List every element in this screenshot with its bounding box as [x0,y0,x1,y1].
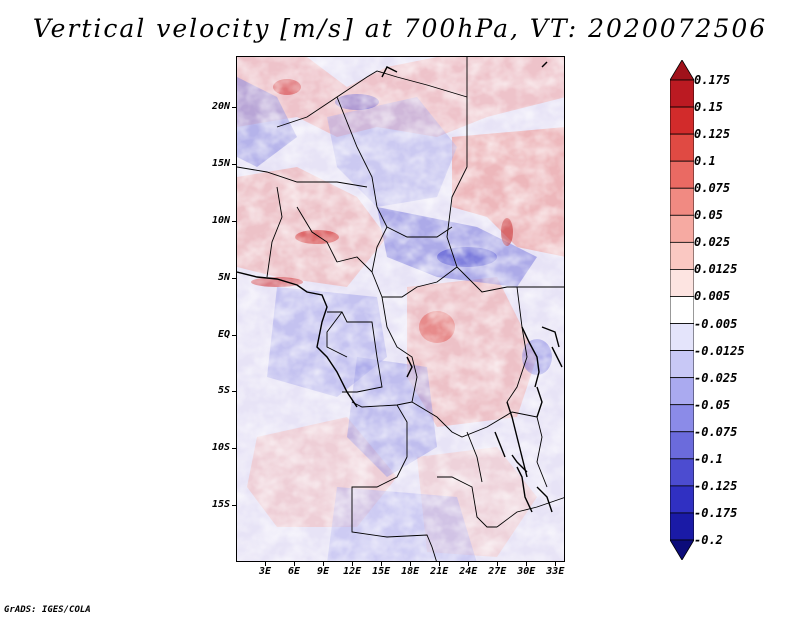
colorbar-label: -0.2 [694,533,723,547]
lon-tick-label: 18E [401,566,420,577]
lon-tick-mark [410,562,412,566]
coastlines [237,61,563,513]
colorbar-label: 0.1 [694,154,716,169]
lon-tick-label: 12E [343,566,362,577]
lat-tick-mark [232,164,236,166]
lon-tick-mark [265,562,267,566]
colorbar-swatch [670,485,694,514]
colorbar-swatch [670,296,694,324]
lon-tick-label: 3E [258,566,272,577]
lat-tick-mark [232,220,236,222]
lat-tick-mark [232,277,236,279]
colorbar-swatch [670,241,694,270]
lon-tick-label: 9E [317,566,330,577]
lon-tick-mark [526,562,528,566]
lat-tick-label: 5N [217,271,230,283]
lon-tick-label: 21E [430,566,449,577]
lon-tick-label: 27E [488,566,507,577]
colorbar-label: 0.05 [694,208,723,223]
lat-tick-mark [232,505,236,507]
lon-tick-mark [555,562,557,566]
colorbar-label: -0.0125 [694,343,745,358]
colorbar-label: 0.15 [694,100,723,115]
lon-tick-mark [497,562,499,566]
colorbar-label: -0.1 [694,451,723,466]
lat-tick-label: 15N [211,158,230,170]
lat-tick-label: 15S [211,499,230,511]
lon-tick-label: 33E [546,566,565,577]
colorbar-label: -0.125 [694,478,738,493]
colorbar-label: -0.025 [694,370,738,385]
lon-tick-label: 15E [372,566,391,577]
colorbar-swatch [670,106,694,135]
lat-tick-mark [232,448,236,450]
colorbar-swatch [670,79,694,108]
lat-tick-label: 10S [211,442,230,454]
grads-credit: GrADS: IGES/COLA [4,605,91,615]
colorbar-label: -0.05 [694,397,731,412]
colorbar-swatch [670,214,694,243]
lon-tick-mark [294,562,296,566]
colorbar-bottom-arrow [670,539,694,560]
lat-tick-label: 10N [211,214,230,226]
colorbar-swatch [670,377,694,406]
colorbar-label: -0.175 [694,505,738,520]
lat-tick-mark [232,107,236,109]
colorbar-label: -0.075 [694,424,738,439]
lon-tick-mark [468,562,470,566]
lon-tick-mark [323,562,325,566]
colorbar-swatch [670,350,694,379]
colorbar [670,60,694,560]
lon-tick-label: 24E [459,566,478,577]
colorbar-swatch [670,160,694,189]
colorbar-swatch [670,187,694,216]
colorbar-swatch [670,133,694,162]
lat-tick-label: EQ [217,328,230,340]
colorbar-label: 0.005 [694,289,731,304]
colorbar-swatch [670,431,694,460]
lat-tick-label: 20N [211,101,230,113]
colorbar-swatch [670,404,694,433]
colorbar-top-arrow [670,60,694,81]
noise-texture-fine [237,57,564,561]
colorbar-swatch [670,323,694,351]
lon-tick-label: 30E [517,566,536,577]
colorbar-label: 0.125 [694,127,731,142]
vertical-velocity-field [237,57,564,561]
chart-title: Vertical velocity [m/s] at 700hPa, VT: 2… [32,14,768,43]
country-borders [237,57,564,561]
colorbar-label: -0.005 [694,316,738,331]
lon-tick-mark [381,562,383,566]
colorbar-swatch [670,458,694,487]
map-plot-area [236,56,565,562]
lat-tick-mark [232,334,236,336]
colorbar-swatch [670,269,694,297]
lat-tick-label: 5S [217,385,230,397]
colorbar-label: 0.175 [694,73,731,87]
lon-tick-mark [352,562,354,566]
colorbar-label: 0.0125 [694,262,738,277]
lat-tick-mark [232,391,236,393]
colorbar-label: 0.075 [694,181,731,196]
lon-tick-label: 6E [288,566,301,577]
lon-tick-mark [439,562,441,566]
colorbar-swatch [670,512,694,541]
colorbar-label: 0.025 [694,235,731,250]
